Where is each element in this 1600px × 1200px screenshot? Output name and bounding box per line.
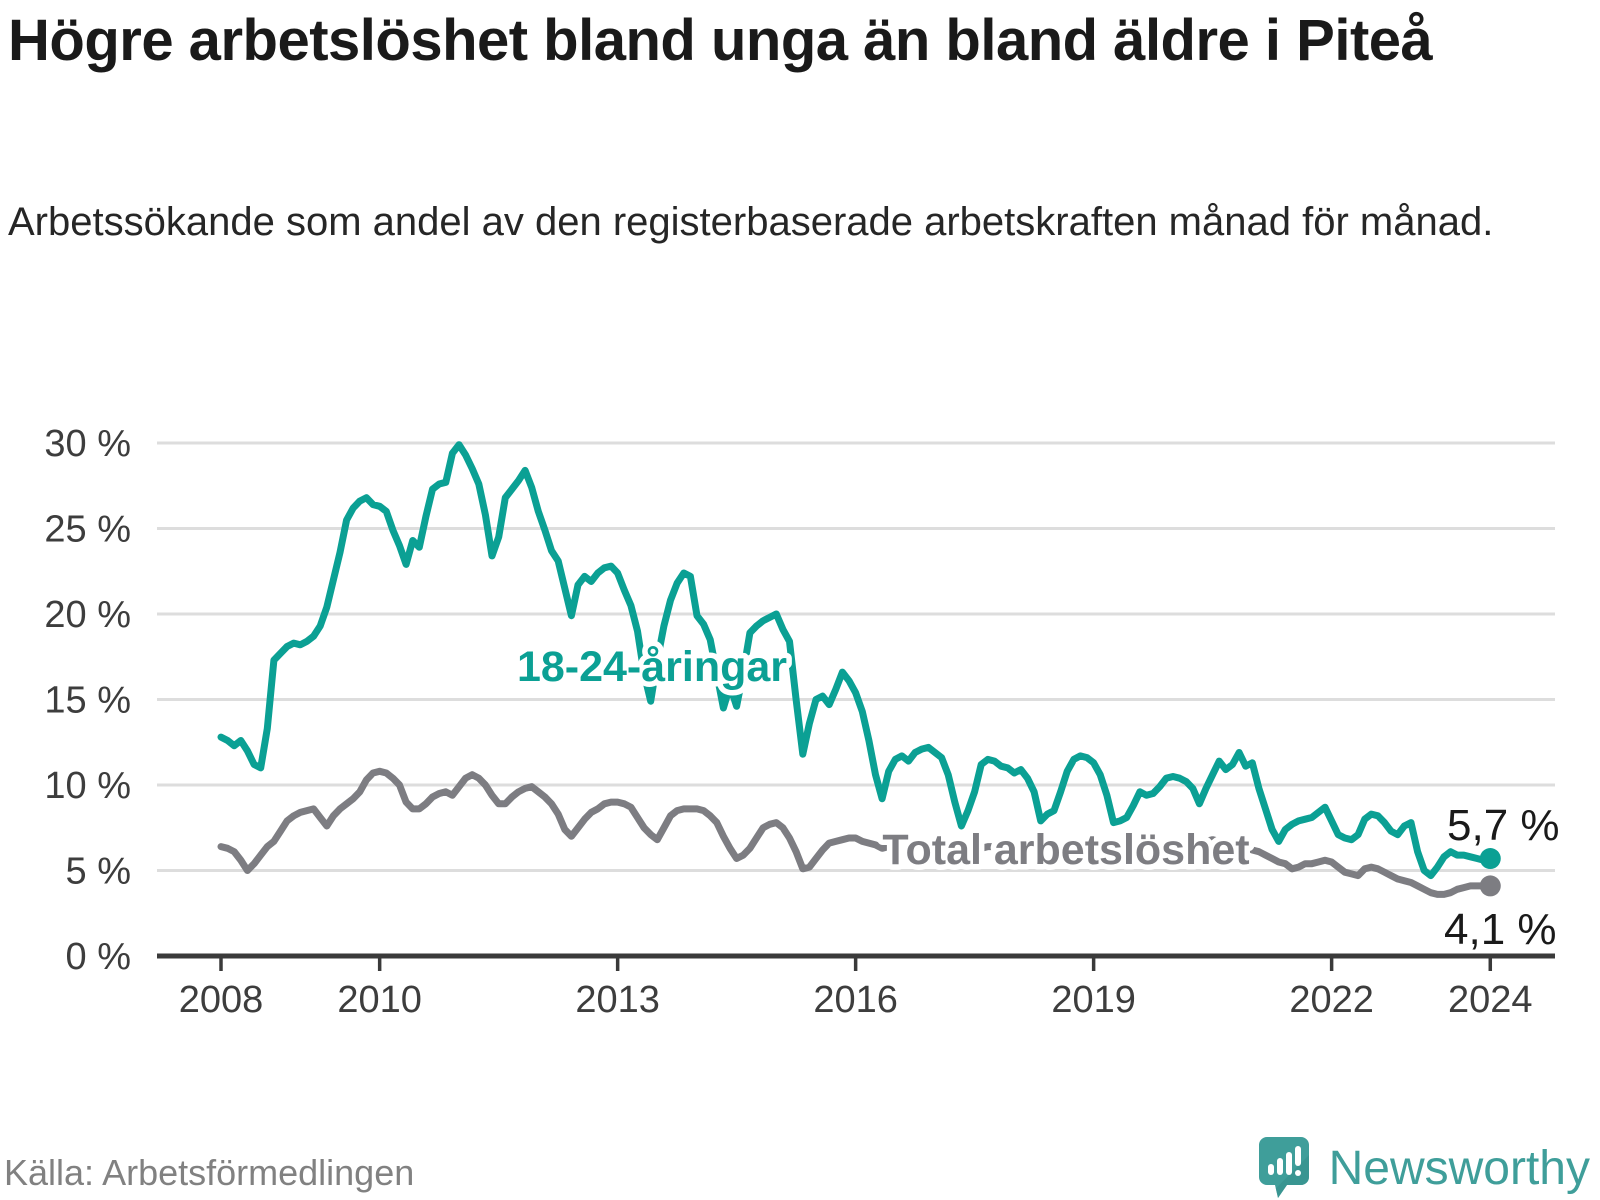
- gridlines: [157, 441, 1555, 872]
- end-value-label-total-arbetslöshet: 4,1 %: [1444, 905, 1557, 954]
- series-label-18-24-åringar: 18-24-åringar: [517, 643, 787, 691]
- x-tick-label-2022: 2022: [1289, 979, 1374, 1021]
- y-tick-label-30: 30 %: [44, 423, 131, 465]
- x-tick-label-2008: 2008: [179, 979, 264, 1021]
- newsworthy-logo: Newsworthy: [1258, 1136, 1590, 1200]
- y-tick-label-20: 20 %: [44, 594, 131, 636]
- newsworthy-speech-bubble-bar-chart-icon: [1258, 1137, 1309, 1198]
- x-tick-label-2016: 2016: [813, 979, 898, 1021]
- y-tick-label-25: 25 %: [44, 509, 131, 551]
- chart-title: Högre arbetslöshet bland unga än bland ä…: [8, 8, 1433, 73]
- source-note: Källa: Arbetsförmedlingen: [4, 1152, 415, 1193]
- x-tick-label-2024: 2024: [1448, 979, 1533, 1021]
- x-tick-label-2019: 2019: [1051, 979, 1136, 1021]
- series-line-18-24-åringar: [217, 441, 1494, 880]
- series-label-total-arbetslöshet: Total arbetslöshet: [882, 826, 1249, 874]
- end-value-label-18-24-åringar: 5,7 %: [1447, 801, 1560, 850]
- chart-subtitle: Arbetssökande som andel av den registerb…: [8, 200, 1494, 244]
- x-tick-label-2013: 2013: [575, 979, 660, 1021]
- y-tick-label-15: 15 %: [44, 680, 131, 722]
- series-line-total-arbetslöshet: [217, 767, 1494, 898]
- y-tick-label-10: 10 %: [44, 765, 131, 807]
- y-tick-label-0: 0 %: [66, 936, 131, 978]
- end-dot-18-24-åringar: [1479, 848, 1501, 870]
- newsworthy-logo-text: Newsworthy: [1328, 1141, 1590, 1195]
- x-tick-label-2010: 2010: [337, 979, 422, 1021]
- y-tick-label-5: 5 %: [66, 851, 131, 893]
- end-dot-total-arbetslöshet: [1479, 875, 1501, 897]
- x-axis-ticks-labels: 2008 2010 2013 2016 2019 2022 2024: [179, 956, 1533, 1021]
- y-axis-labels: 0 % 5 % 10 % 15 % 20 % 25 % 30 %: [44, 423, 131, 978]
